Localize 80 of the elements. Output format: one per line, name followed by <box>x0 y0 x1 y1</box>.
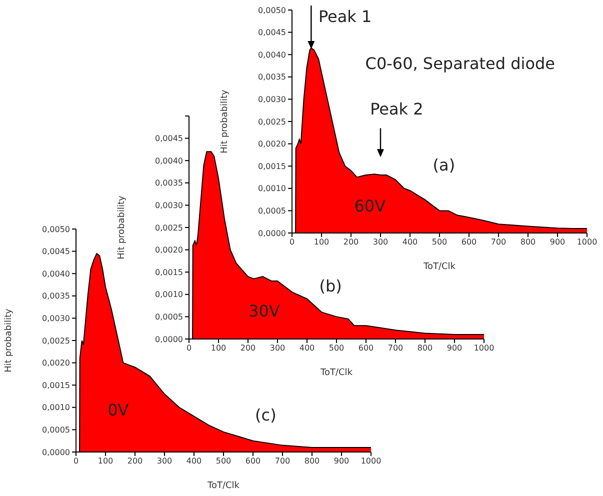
y-tick-label: 0,0020 <box>42 358 70 368</box>
x-tick-label: 200 <box>343 238 359 247</box>
y-tick-label: 0,0005 <box>42 426 70 435</box>
y-tick-label: 0,0035 <box>42 292 70 301</box>
y-tick-label: 0,0045 <box>155 134 183 144</box>
x-tick-label: 900 <box>550 238 566 247</box>
x-axis-title: ToT/Clk <box>422 262 456 272</box>
y-tick-label: 0,0045 <box>258 28 286 38</box>
annotation: Peak 2 <box>370 100 424 119</box>
y-tick-label: 0,0045 <box>42 247 70 256</box>
x-tick-label: 1000 <box>360 456 382 466</box>
x-tick-label: 500 <box>328 344 344 353</box>
x-tick-label: 100 <box>314 238 330 247</box>
y-axis-title: Hit probability <box>4 308 14 372</box>
y-tick-label: 0,0000 <box>155 334 183 344</box>
y-tick-label: 0,0005 <box>155 312 183 322</box>
x-tick-label: 900 <box>446 344 462 353</box>
y-tick-label: 0,0020 <box>155 246 183 255</box>
x-tick-label: 0 <box>186 344 192 353</box>
y-tick-label: 0,0005 <box>258 206 286 216</box>
y-tick-label: 0,0025 <box>155 223 183 232</box>
y-tick-label: 0,0015 <box>155 268 183 277</box>
annotation: 0V <box>108 400 129 420</box>
y-tick-label: 0,0030 <box>155 201 183 210</box>
y-tick-label: 0,0010 <box>258 184 286 194</box>
y-tick-label: 0,0040 <box>258 50 286 60</box>
annotation: (b) <box>319 276 342 296</box>
y-tick-label: 0,0050 <box>42 224 70 234</box>
x-axis-title: ToT/Clk <box>206 481 240 491</box>
y-tick-label: 0,0035 <box>155 178 183 188</box>
x-tick-label: 600 <box>245 456 261 466</box>
y-tick-label: 0,0030 <box>258 95 286 104</box>
y-tick-label: 0,0000 <box>258 228 286 238</box>
x-tick-label: 400 <box>186 456 202 466</box>
x-tick-label: 500 <box>432 238 448 247</box>
y-tick-label: 0,0015 <box>258 162 286 171</box>
x-tick-label: 1000 <box>474 344 494 353</box>
x-tick-label: 800 <box>417 344 433 353</box>
y-tick-label: 0,0000 <box>42 448 70 457</box>
x-tick-label: 0 <box>289 238 295 247</box>
y-tick-label: 0,0010 <box>155 290 183 300</box>
x-tick-label: 700 <box>274 456 290 466</box>
x-tick-label: 200 <box>240 344 256 353</box>
x-tick-label: 300 <box>156 456 172 466</box>
annotation: (c) <box>255 406 276 425</box>
x-tick-label: 700 <box>490 238 506 247</box>
x-tick-label: 100 <box>98 456 114 466</box>
y-axis-title: Hit probability <box>117 194 128 260</box>
y-tick-label: 0,0050 <box>258 6 286 15</box>
x-tick-label: 300 <box>270 344 286 353</box>
x-tick-label: 600 <box>358 344 374 353</box>
x-tick-label: 900 <box>334 456 350 466</box>
y-axis-title: Hit probability <box>220 88 230 154</box>
x-tick-label: 0 <box>73 456 79 466</box>
annotation: (a) <box>432 155 456 174</box>
x-axis-title: ToT/Clk <box>319 368 354 378</box>
annotation: 30V <box>248 302 280 321</box>
x-tick-label: 400 <box>402 238 418 247</box>
y-tick-label: 0,0010 <box>42 403 70 412</box>
y-tick-label: 0,0015 <box>42 380 70 390</box>
y-tick-label: 0,0035 <box>258 72 286 82</box>
y-tick-label: 0,0040 <box>42 269 70 278</box>
x-tick-label: 100 <box>210 344 226 353</box>
x-tick-label: 600 <box>461 238 477 247</box>
annotation: 60V <box>354 196 386 216</box>
y-tick-label: 0,0040 <box>155 156 183 166</box>
y-tick-label: 0,0025 <box>258 117 286 126</box>
x-tick-label: 700 <box>388 344 404 353</box>
y-tick-label: 0,0030 <box>42 314 70 324</box>
x-tick-label: 1000 <box>576 238 598 247</box>
x-tick-label: 800 <box>520 238 536 247</box>
x-tick-label: 200 <box>127 456 143 466</box>
y-tick-label: 0,0020 <box>258 140 286 149</box>
annotation: Peak 1 <box>318 7 372 26</box>
y-tick-label: 0,0025 <box>42 336 70 346</box>
x-tick-label: 800 <box>304 456 320 466</box>
text: C0-60, Separated diode <box>365 54 556 74</box>
x-tick-label: 400 <box>299 344 315 353</box>
x-tick-label: 300 <box>372 238 388 247</box>
x-tick-label: 500 <box>216 456 232 466</box>
